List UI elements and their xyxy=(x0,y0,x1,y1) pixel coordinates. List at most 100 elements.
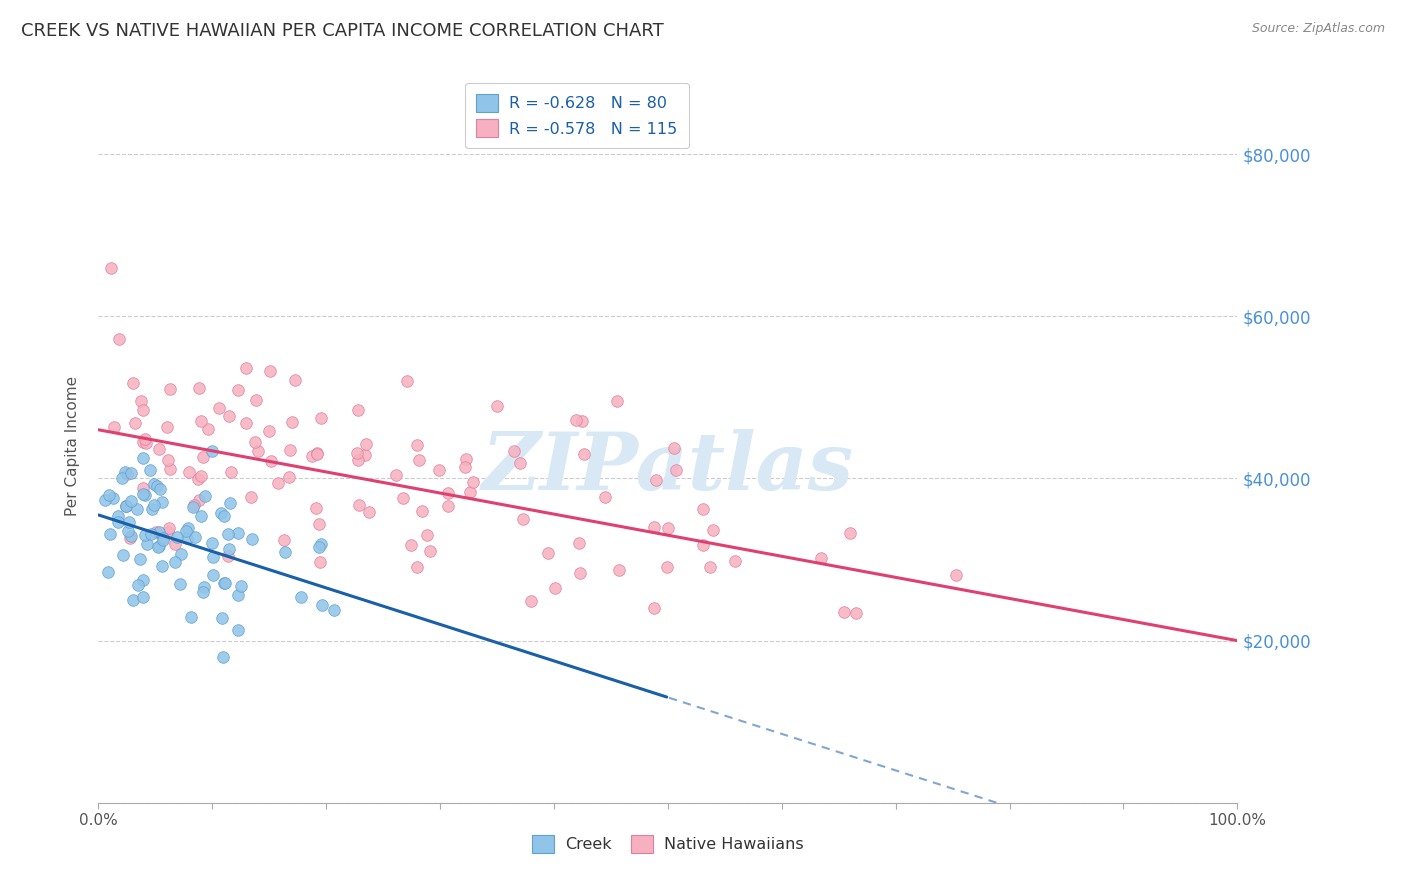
Point xyxy=(226,384,249,398)
Point xyxy=(240,490,263,504)
Point xyxy=(122,376,145,390)
Point xyxy=(125,502,148,516)
Point xyxy=(643,601,665,615)
Text: CREEK VS NATIVE HAWAIIAN PER CAPITA INCOME CORRELATION CHART: CREEK VS NATIVE HAWAIIAN PER CAPITA INCO… xyxy=(21,22,664,40)
Point xyxy=(520,594,543,608)
Point xyxy=(100,261,122,276)
Point xyxy=(308,555,330,569)
Point xyxy=(692,538,714,552)
Point xyxy=(569,566,592,580)
Point xyxy=(188,381,211,395)
Point xyxy=(322,603,344,617)
Point xyxy=(347,452,370,467)
Point xyxy=(138,463,160,477)
Point xyxy=(190,509,212,524)
Point xyxy=(305,500,328,515)
Point xyxy=(148,524,170,539)
Point xyxy=(512,511,534,525)
Point xyxy=(945,568,967,582)
Point xyxy=(246,444,269,458)
Legend: Creek, Native Hawaiians: Creek, Native Hawaiians xyxy=(526,829,810,859)
Y-axis label: Per Capita Income: Per Capita Income xyxy=(65,376,80,516)
Point xyxy=(311,598,333,612)
Point xyxy=(163,555,186,569)
Point xyxy=(115,499,138,513)
Point xyxy=(200,536,222,550)
Point xyxy=(217,526,239,541)
Point xyxy=(509,456,531,470)
Point xyxy=(191,450,214,464)
Point xyxy=(290,590,312,604)
Point xyxy=(231,579,253,593)
Point xyxy=(146,540,169,554)
Point xyxy=(458,485,481,500)
Point xyxy=(165,536,187,550)
Point xyxy=(181,500,204,515)
Point xyxy=(143,476,166,491)
Point xyxy=(97,566,120,580)
Text: Source: ZipAtlas.com: Source: ZipAtlas.com xyxy=(1251,22,1385,36)
Point xyxy=(245,392,267,407)
Point xyxy=(226,588,249,602)
Point xyxy=(839,526,862,541)
Point xyxy=(156,525,179,540)
Point xyxy=(149,482,172,496)
Point xyxy=(134,488,156,502)
Point xyxy=(202,549,225,564)
Point xyxy=(408,452,430,467)
Point xyxy=(609,563,631,577)
Point xyxy=(187,472,209,486)
Point xyxy=(235,416,257,430)
Point xyxy=(217,549,239,564)
Point xyxy=(347,402,370,417)
Point xyxy=(141,527,163,541)
Point xyxy=(226,525,249,540)
Point xyxy=(593,490,616,504)
Point xyxy=(180,610,202,624)
Point xyxy=(453,459,475,474)
Point xyxy=(454,451,477,466)
Point xyxy=(103,491,125,505)
Point xyxy=(100,527,122,541)
Point xyxy=(103,419,125,434)
Point xyxy=(281,415,304,429)
Point xyxy=(135,436,157,450)
Point xyxy=(277,469,299,483)
Point xyxy=(148,540,170,554)
Point xyxy=(655,560,678,574)
Point xyxy=(132,573,155,587)
Point xyxy=(259,364,281,378)
Point xyxy=(132,481,155,495)
Point xyxy=(346,445,368,459)
Point xyxy=(724,554,747,568)
Point xyxy=(159,382,181,396)
Point xyxy=(645,474,668,488)
Point xyxy=(146,479,169,493)
Text: ZIPatlas: ZIPatlas xyxy=(482,429,853,506)
Point xyxy=(657,520,679,534)
Point xyxy=(544,581,567,595)
Point xyxy=(132,435,155,450)
Point xyxy=(309,411,332,425)
Point xyxy=(699,559,721,574)
Point xyxy=(219,496,242,510)
Point xyxy=(183,499,205,513)
Point xyxy=(211,611,233,625)
Point xyxy=(110,471,132,485)
Point xyxy=(108,332,131,346)
Point xyxy=(132,403,155,417)
Point xyxy=(98,488,121,502)
Point xyxy=(166,530,188,544)
Point xyxy=(136,537,159,551)
Point xyxy=(212,650,235,665)
Point xyxy=(226,624,249,638)
Point xyxy=(214,576,236,591)
Point xyxy=(202,567,225,582)
Point xyxy=(354,437,377,451)
Point xyxy=(190,414,212,428)
Point xyxy=(568,536,591,550)
Point xyxy=(536,546,558,560)
Point xyxy=(399,538,422,552)
Point xyxy=(427,463,450,477)
Point xyxy=(416,527,439,541)
